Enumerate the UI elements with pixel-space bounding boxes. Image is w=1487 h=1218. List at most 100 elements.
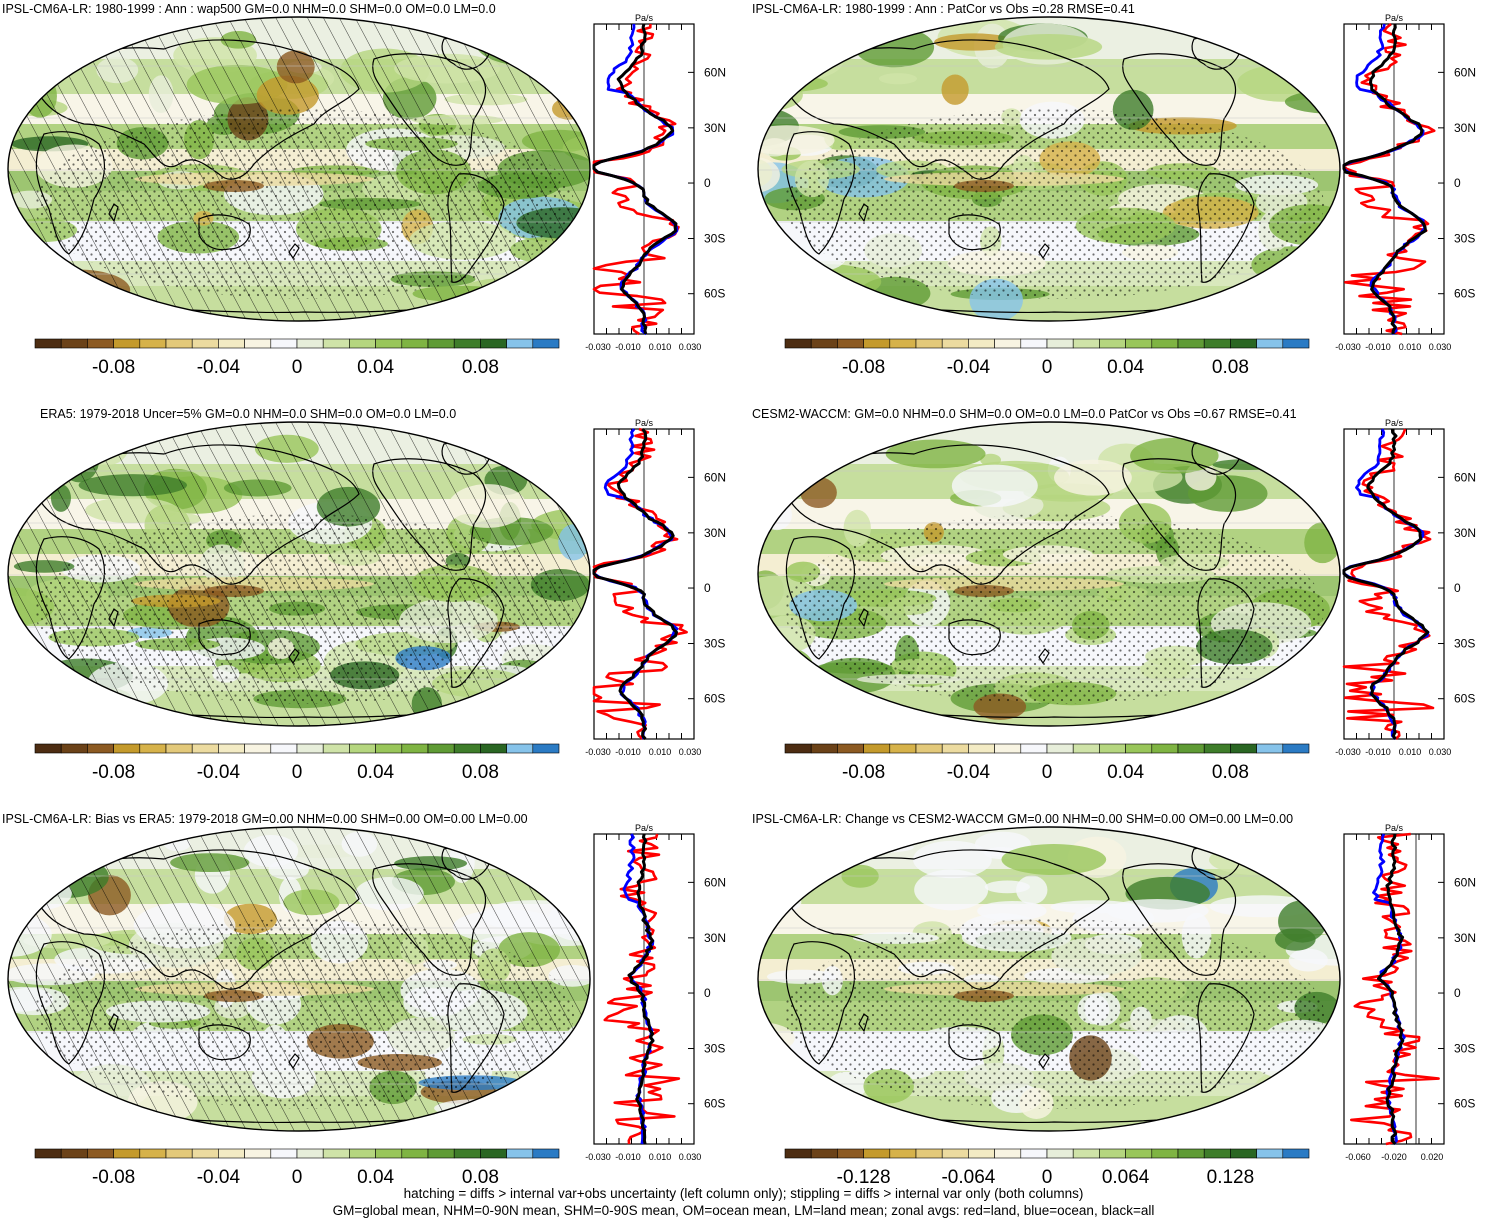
footer-line-1: hatching = diffs > internal var+obs unce… (403, 1186, 1084, 1201)
colorbar-swatch (1072, 338, 1100, 349)
latitude-tick-label: 30S (1454, 637, 1475, 651)
colorbar-swatch (1177, 743, 1205, 754)
profile-x-tick-label: -0.030 (585, 342, 611, 352)
colorbar-label: 0.08 (462, 762, 499, 783)
panel-title: IPSL-CM6A-LR: 1980-1999 : Ann : PatCor v… (752, 2, 1135, 16)
colorbar-swatch (837, 1148, 864, 1159)
colorbar-swatch (165, 743, 193, 754)
latitude-tick-label: 60N (704, 65, 726, 79)
colorbar-swatch (810, 743, 838, 754)
colorbar-swatch (87, 1148, 114, 1159)
colorbar-swatch (191, 1148, 219, 1159)
colorbar-swatch (165, 1148, 193, 1159)
colorbar-swatch (322, 1148, 350, 1159)
colorbar-swatch (427, 743, 455, 754)
zonal-profile-p5: Pa/s 60N 30N 0 30S 60S -0.030 -0.010 0.010 0.030 (585, 823, 726, 1162)
latitude-tick-label: 30N (1454, 931, 1476, 945)
colorbar-swatch (863, 743, 891, 754)
latitude-tick-label: 30S (704, 637, 725, 651)
colorbar-label: 0.08 (1212, 762, 1249, 783)
colorbar-swatch (427, 338, 455, 349)
colorbar-label: -0.064 (941, 1167, 995, 1188)
colorbar-swatch (1020, 338, 1048, 349)
colorbar-swatch (375, 743, 403, 754)
colorbar-swatch (113, 1148, 141, 1159)
panel-title: IPSL-CM6A-LR: Bias vs ERA5: 1979-2018 GM… (2, 812, 528, 826)
colorbar-label: 0.04 (357, 357, 394, 378)
world-map-p2 (757, 16, 1341, 322)
latitude-tick-label: 60S (704, 1097, 725, 1111)
profile-x-tick-label: -0.010 (1365, 747, 1391, 757)
colorbar-swatch (968, 338, 995, 349)
colorbar-swatch (1151, 1148, 1179, 1159)
profile-x-tick-label: -0.030 (1335, 342, 1361, 352)
colorbar-label: 0 (1042, 357, 1053, 378)
colorbar-swatch (1099, 338, 1126, 349)
colorbar-swatch (1151, 338, 1179, 349)
colorbar-label: -0.08 (842, 762, 885, 783)
profile-x-tick-label: -0.010 (615, 342, 641, 352)
latitude-tick-label: 30N (1454, 526, 1476, 540)
colorbar-swatch (1099, 1148, 1126, 1159)
colorbar-swatch (1125, 338, 1153, 349)
latitude-tick-label: 30N (704, 526, 726, 540)
zonal-mean-all-line (1342, 23, 1427, 335)
colorbar-swatch (810, 338, 838, 349)
colorbar-swatch (1203, 743, 1231, 754)
colorbar-swatch (296, 338, 324, 349)
latitude-tick-label: 60N (704, 470, 726, 484)
latitude-tick-label: 60N (1454, 875, 1476, 889)
colorbar-swatch (863, 1148, 891, 1159)
zonal-mean-land-line (1342, 428, 1435, 740)
colorbar-swatch (165, 338, 193, 349)
colorbar-swatch (994, 743, 1022, 754)
colorbar-swatch (60, 1148, 88, 1159)
colorbar-swatch (532, 338, 560, 349)
colorbar-swatch (1203, 1148, 1231, 1159)
colorbar-swatch (889, 338, 917, 349)
zonal-profile-p1: Pa/s 60N 30N 0 30S 60S -0.030 -0.010 0.010 0.030 (585, 13, 726, 352)
colorbar-swatch (244, 1148, 272, 1159)
colorbar-label: 0.04 (1107, 357, 1144, 378)
profile-x-tick-label: 0.010 (649, 1152, 672, 1162)
colorbar-swatch (480, 338, 507, 349)
colorbar-swatch (113, 338, 141, 349)
colorbar-swatch (1282, 338, 1310, 349)
colorbar-swatch (270, 1148, 298, 1159)
colorbar-swatch (87, 338, 114, 349)
latitude-tick-label: 60S (1454, 692, 1475, 706)
colorbar-label: -0.128 (837, 1167, 891, 1188)
colorbar-swatch (1125, 1148, 1153, 1159)
colorbar-swatch (1125, 743, 1153, 754)
profile-x-tick-label: 0.010 (649, 342, 672, 352)
zonal-profile-p4: Pa/s 60N 30N 0 30S 60S -0.030 -0.010 0.010 0.030 (1335, 418, 1476, 757)
zonal-mean-all-line (1377, 833, 1405, 1146)
colorbar-swatch (349, 1148, 376, 1159)
latitude-tick-label: 60N (704, 875, 726, 889)
colorbar-swatch (1020, 743, 1048, 754)
latitude-tick-label: 60S (704, 287, 725, 301)
world-map-p4 (757, 421, 1341, 727)
profile-x-tick-label: -0.060 (1345, 1152, 1371, 1162)
profile-unit-label: Pa/s (1385, 823, 1404, 833)
colorbar-swatch (401, 743, 429, 754)
colorbar-swatch (1282, 743, 1310, 754)
latitude-tick-label: 0 (1454, 581, 1461, 595)
colorbar-swatch (401, 1148, 429, 1159)
colorbar-label: -0.04 (947, 357, 991, 378)
zonal-mean-land-line (1350, 832, 1440, 1146)
latitude-tick-label: 60N (1454, 65, 1476, 79)
colorbar-swatch (375, 1148, 403, 1159)
colorbar-swatch (1177, 1148, 1205, 1159)
colorbar-label: 0.04 (357, 1167, 394, 1188)
colorbar-label: -0.08 (842, 357, 885, 378)
colorbar-swatch (453, 1148, 481, 1159)
zonal-mean-all-line (592, 23, 678, 335)
colorbar-swatch (375, 338, 403, 349)
colorbar-swatch (1230, 338, 1257, 349)
zonal-mean-all-line (592, 428, 678, 740)
latitude-tick-label: 0 (704, 176, 711, 190)
colorbar-swatch (270, 338, 298, 349)
colorbar-swatch (784, 743, 812, 754)
colorbar-swatch (1151, 743, 1179, 754)
